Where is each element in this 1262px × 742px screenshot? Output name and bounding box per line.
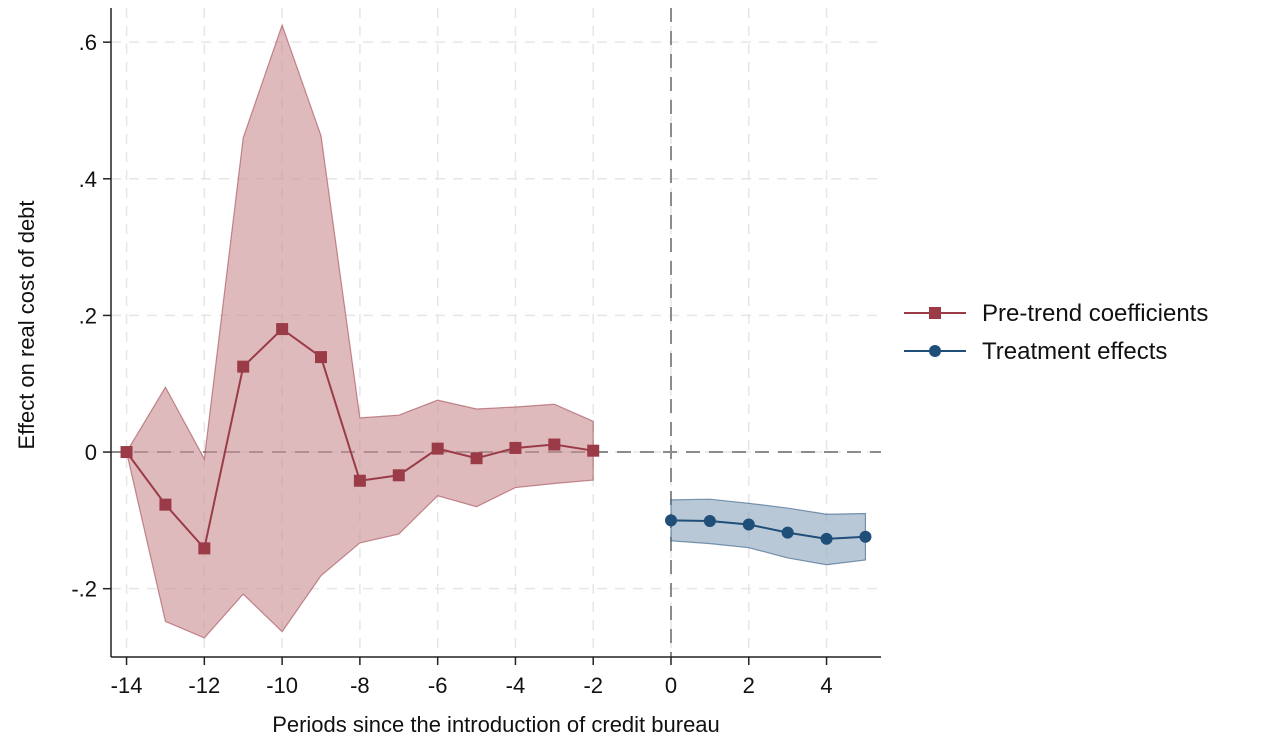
x-tick-label-4: -6 [428, 673, 448, 698]
x-tick-label-2: -10 [266, 673, 298, 698]
legend-marker-treatment [929, 345, 941, 357]
data-point-0-6 [353, 474, 366, 487]
confidence-band-1 [670, 498, 867, 566]
data-point-0-9 [470, 452, 483, 465]
x-axis-title: Periods since the introduction of credit… [272, 712, 720, 737]
data-point-1-0 [665, 514, 677, 527]
y-tick-label-1: 0 [85, 440, 97, 465]
x-tick-label-1: -12 [188, 673, 220, 698]
tick-labels: -14 -12 -10 -8 -6 -4 -2 0 2 4 -.2 0 .2 .4 .6 [71, 30, 832, 698]
data-point-0-4 [276, 323, 289, 336]
data-point-1-3 [781, 526, 794, 539]
legend-label-treatment: Treatment effects [982, 338, 1167, 365]
axes [103, 8, 881, 665]
legend-label-pre-trend: Pre-trend coefficients [982, 300, 1208, 327]
y-tick-label-4: .6 [79, 30, 97, 55]
x-tick-label-9: 4 [820, 673, 832, 698]
y-tick-label-0: -.2 [71, 577, 97, 602]
x-tick-label-3: -8 [350, 673, 370, 698]
x-tick-label-8: 2 [743, 673, 755, 698]
legend-item-treatment: Treatment effects [904, 338, 1167, 365]
legend-item-pre-trend: Pre-trend coefficients [904, 300, 1208, 327]
data-point-1-2 [742, 518, 755, 531]
x-tick-label-5: -4 [506, 673, 526, 698]
series-markers [120, 323, 872, 555]
data-point-0-3 [237, 360, 250, 373]
data-point-0-1 [159, 498, 172, 511]
series-line-1 [670, 519, 866, 540]
data-point-0-7 [392, 469, 405, 482]
data-point-0-10 [509, 441, 522, 454]
x-tick-label-0: -14 [111, 673, 143, 698]
confidence-bands [125, 23, 867, 639]
data-point-0-8 [431, 442, 444, 455]
y-tick-label-2: .2 [79, 303, 97, 328]
data-point-1-4 [820, 532, 833, 545]
data-point-1-1 [703, 515, 716, 528]
legend: Pre-trend coefficients Treatment effects [904, 300, 1208, 365]
data-point-0-5 [315, 351, 327, 364]
data-point-0-0 [120, 446, 133, 459]
data-point-0-12 [587, 444, 600, 457]
data-point-1-5 [859, 530, 872, 543]
y-axis-title: Effect on real cost of debt [14, 200, 39, 449]
data-point-0-11 [548, 438, 561, 451]
x-tick-label-7: 0 [665, 673, 677, 698]
y-tick-label-3: .4 [79, 167, 97, 192]
legend-marker-pre-trend [929, 307, 941, 319]
data-point-0-2 [198, 542, 211, 555]
x-tick-label-6: -2 [583, 673, 603, 698]
